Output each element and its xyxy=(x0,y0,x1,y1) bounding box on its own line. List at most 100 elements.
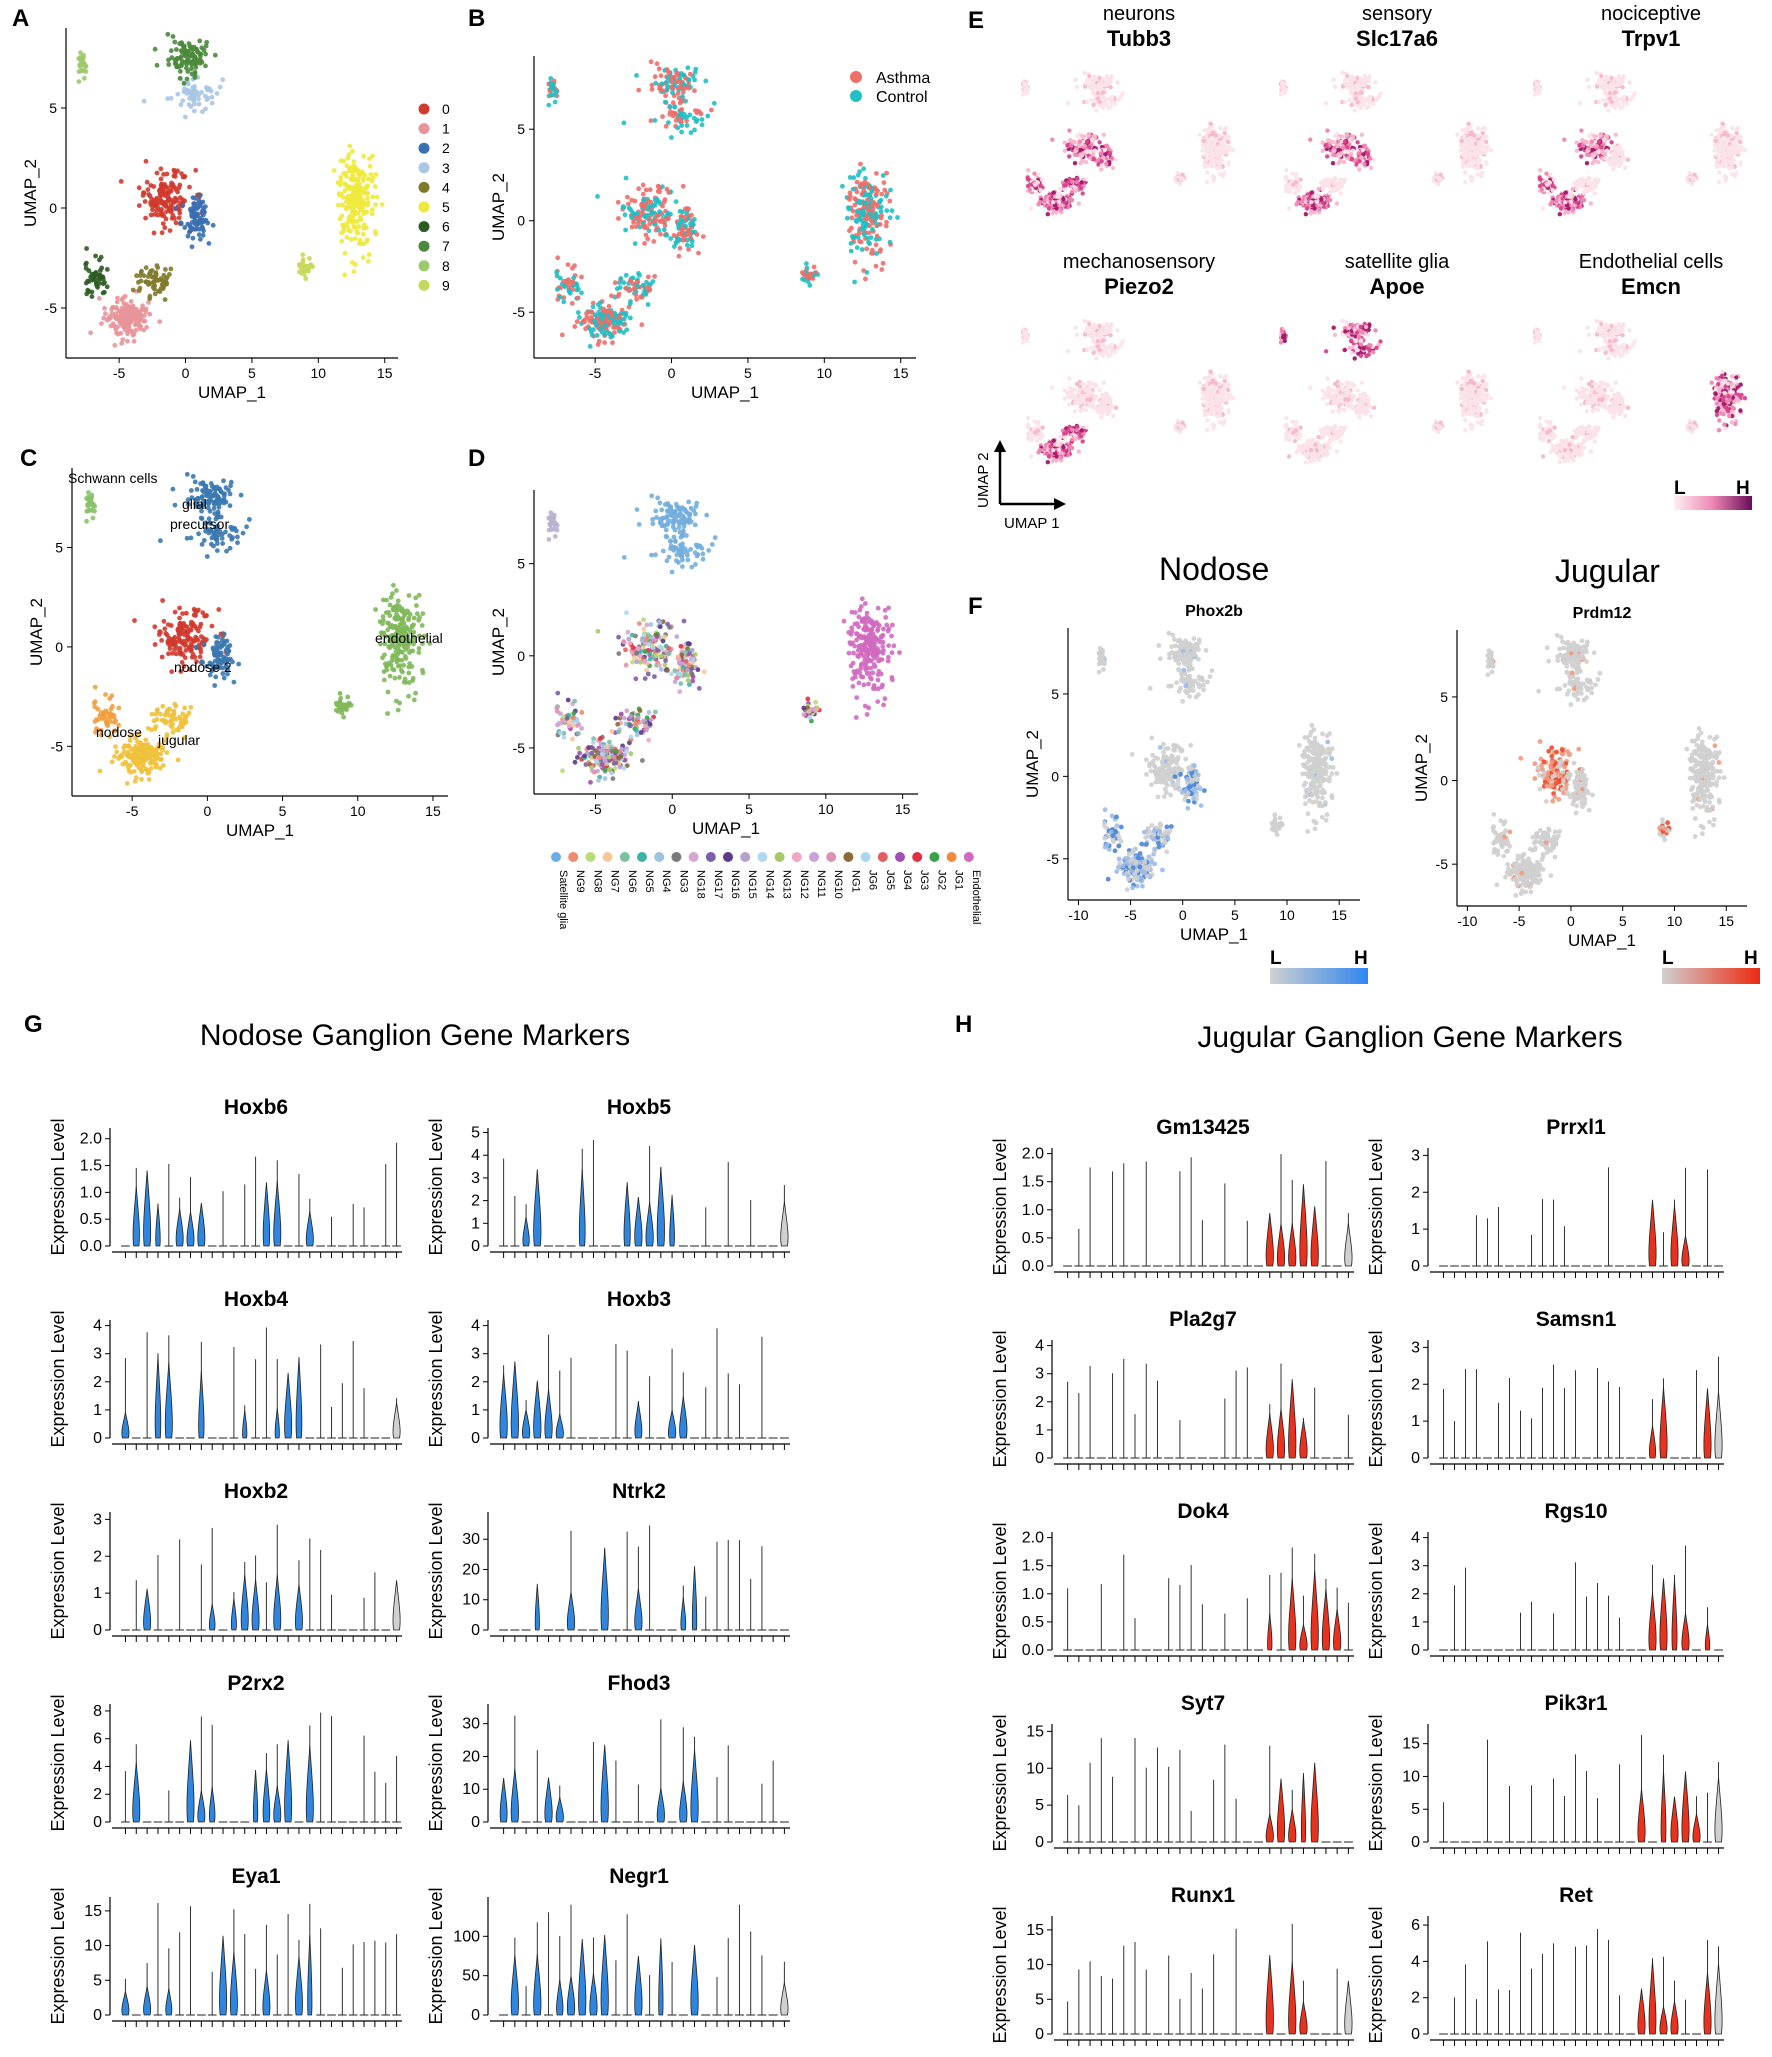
umap-point xyxy=(625,194,630,200)
umap-point xyxy=(677,112,683,117)
umap-point xyxy=(164,720,170,725)
umap-point xyxy=(94,281,99,287)
umap-point xyxy=(213,634,219,639)
umap-point xyxy=(151,718,157,724)
umap-point xyxy=(341,224,347,229)
umap-point xyxy=(670,110,676,116)
umap-point xyxy=(879,191,885,197)
umap-point xyxy=(579,290,584,296)
umap-point xyxy=(303,263,309,269)
umap-point xyxy=(1046,206,1052,211)
umap-point xyxy=(666,120,671,125)
umap-point xyxy=(209,100,215,106)
y-tick-label: 0 xyxy=(517,648,525,664)
umap-point xyxy=(1100,76,1105,81)
umap-point xyxy=(877,222,883,227)
umap-point xyxy=(159,230,165,236)
umap-point xyxy=(200,232,206,238)
umap-point xyxy=(119,752,124,758)
umap-point xyxy=(216,504,222,510)
umap-point xyxy=(680,533,686,538)
umap-point xyxy=(179,41,185,47)
umap-point xyxy=(134,322,140,327)
umap-point xyxy=(624,708,630,714)
umap-point xyxy=(1077,139,1083,144)
legend-dot-cluster xyxy=(418,221,430,233)
umap-point xyxy=(166,196,171,202)
umap-point xyxy=(175,627,181,633)
umap-point xyxy=(660,638,666,644)
umap-point xyxy=(394,698,399,704)
umap-point xyxy=(1033,182,1038,187)
umap-point xyxy=(141,190,146,196)
umap-point xyxy=(656,66,662,72)
umap-point xyxy=(848,641,854,647)
umap-point xyxy=(343,181,348,187)
umap-point xyxy=(97,273,103,278)
umap-point xyxy=(220,77,226,83)
umap-point xyxy=(552,99,558,105)
umap-point xyxy=(1214,146,1219,151)
umap-point xyxy=(185,81,191,87)
umap-point xyxy=(221,631,227,637)
umap-point xyxy=(130,332,136,338)
x-tick-label: -5 xyxy=(113,365,126,381)
umap-point xyxy=(351,186,356,192)
umap-point xyxy=(122,308,128,314)
umap-point xyxy=(669,569,675,575)
umap-point xyxy=(672,244,677,249)
umap-point xyxy=(1101,155,1106,160)
umap-point xyxy=(554,273,560,279)
umap-point xyxy=(178,221,184,227)
umap-point xyxy=(673,118,679,123)
umap-point xyxy=(157,188,162,194)
umap-point xyxy=(373,607,378,612)
umap-point xyxy=(627,287,633,293)
umap-point xyxy=(113,311,119,316)
umap-point xyxy=(131,309,137,315)
umap-point xyxy=(191,108,197,114)
umap-point xyxy=(136,761,142,767)
umap-point xyxy=(81,68,87,73)
umap-point xyxy=(104,716,110,721)
umap-point xyxy=(395,616,401,621)
umap-point xyxy=(666,216,671,221)
umap-point xyxy=(637,708,643,714)
umap-point xyxy=(158,276,164,281)
umap-point xyxy=(669,671,674,677)
umap-point xyxy=(189,66,194,72)
umap-point xyxy=(196,628,201,634)
umap-point xyxy=(693,66,699,72)
legend-label-subcluster: NG17 xyxy=(712,870,724,899)
umap-point xyxy=(202,93,208,99)
umap-point xyxy=(872,637,878,642)
umap-point xyxy=(201,642,207,647)
umap-point xyxy=(689,564,695,570)
umap-point xyxy=(1226,139,1231,145)
umap-point xyxy=(658,231,663,237)
umap-point xyxy=(811,264,817,270)
umap-point xyxy=(701,669,707,675)
umap-point xyxy=(690,222,695,228)
umap-point xyxy=(555,722,560,728)
umap-point xyxy=(613,313,619,319)
umap-point xyxy=(561,735,567,740)
umap-point xyxy=(1069,179,1075,184)
umap-point xyxy=(394,659,400,665)
umap-point xyxy=(648,622,654,627)
umap-point xyxy=(1087,145,1092,150)
umap-point xyxy=(152,726,158,732)
umap-point xyxy=(198,236,203,242)
umap-point xyxy=(572,759,578,765)
umap-point xyxy=(677,208,683,214)
umap-point xyxy=(635,646,641,651)
umap-point xyxy=(881,648,886,653)
umap-point xyxy=(811,272,817,278)
umap-point xyxy=(891,643,897,649)
umap-point xyxy=(869,646,875,652)
umap-point xyxy=(868,211,873,217)
umap-point xyxy=(365,195,370,201)
umap-point xyxy=(874,203,880,208)
umap-point xyxy=(345,155,351,161)
umap-point xyxy=(643,292,649,297)
